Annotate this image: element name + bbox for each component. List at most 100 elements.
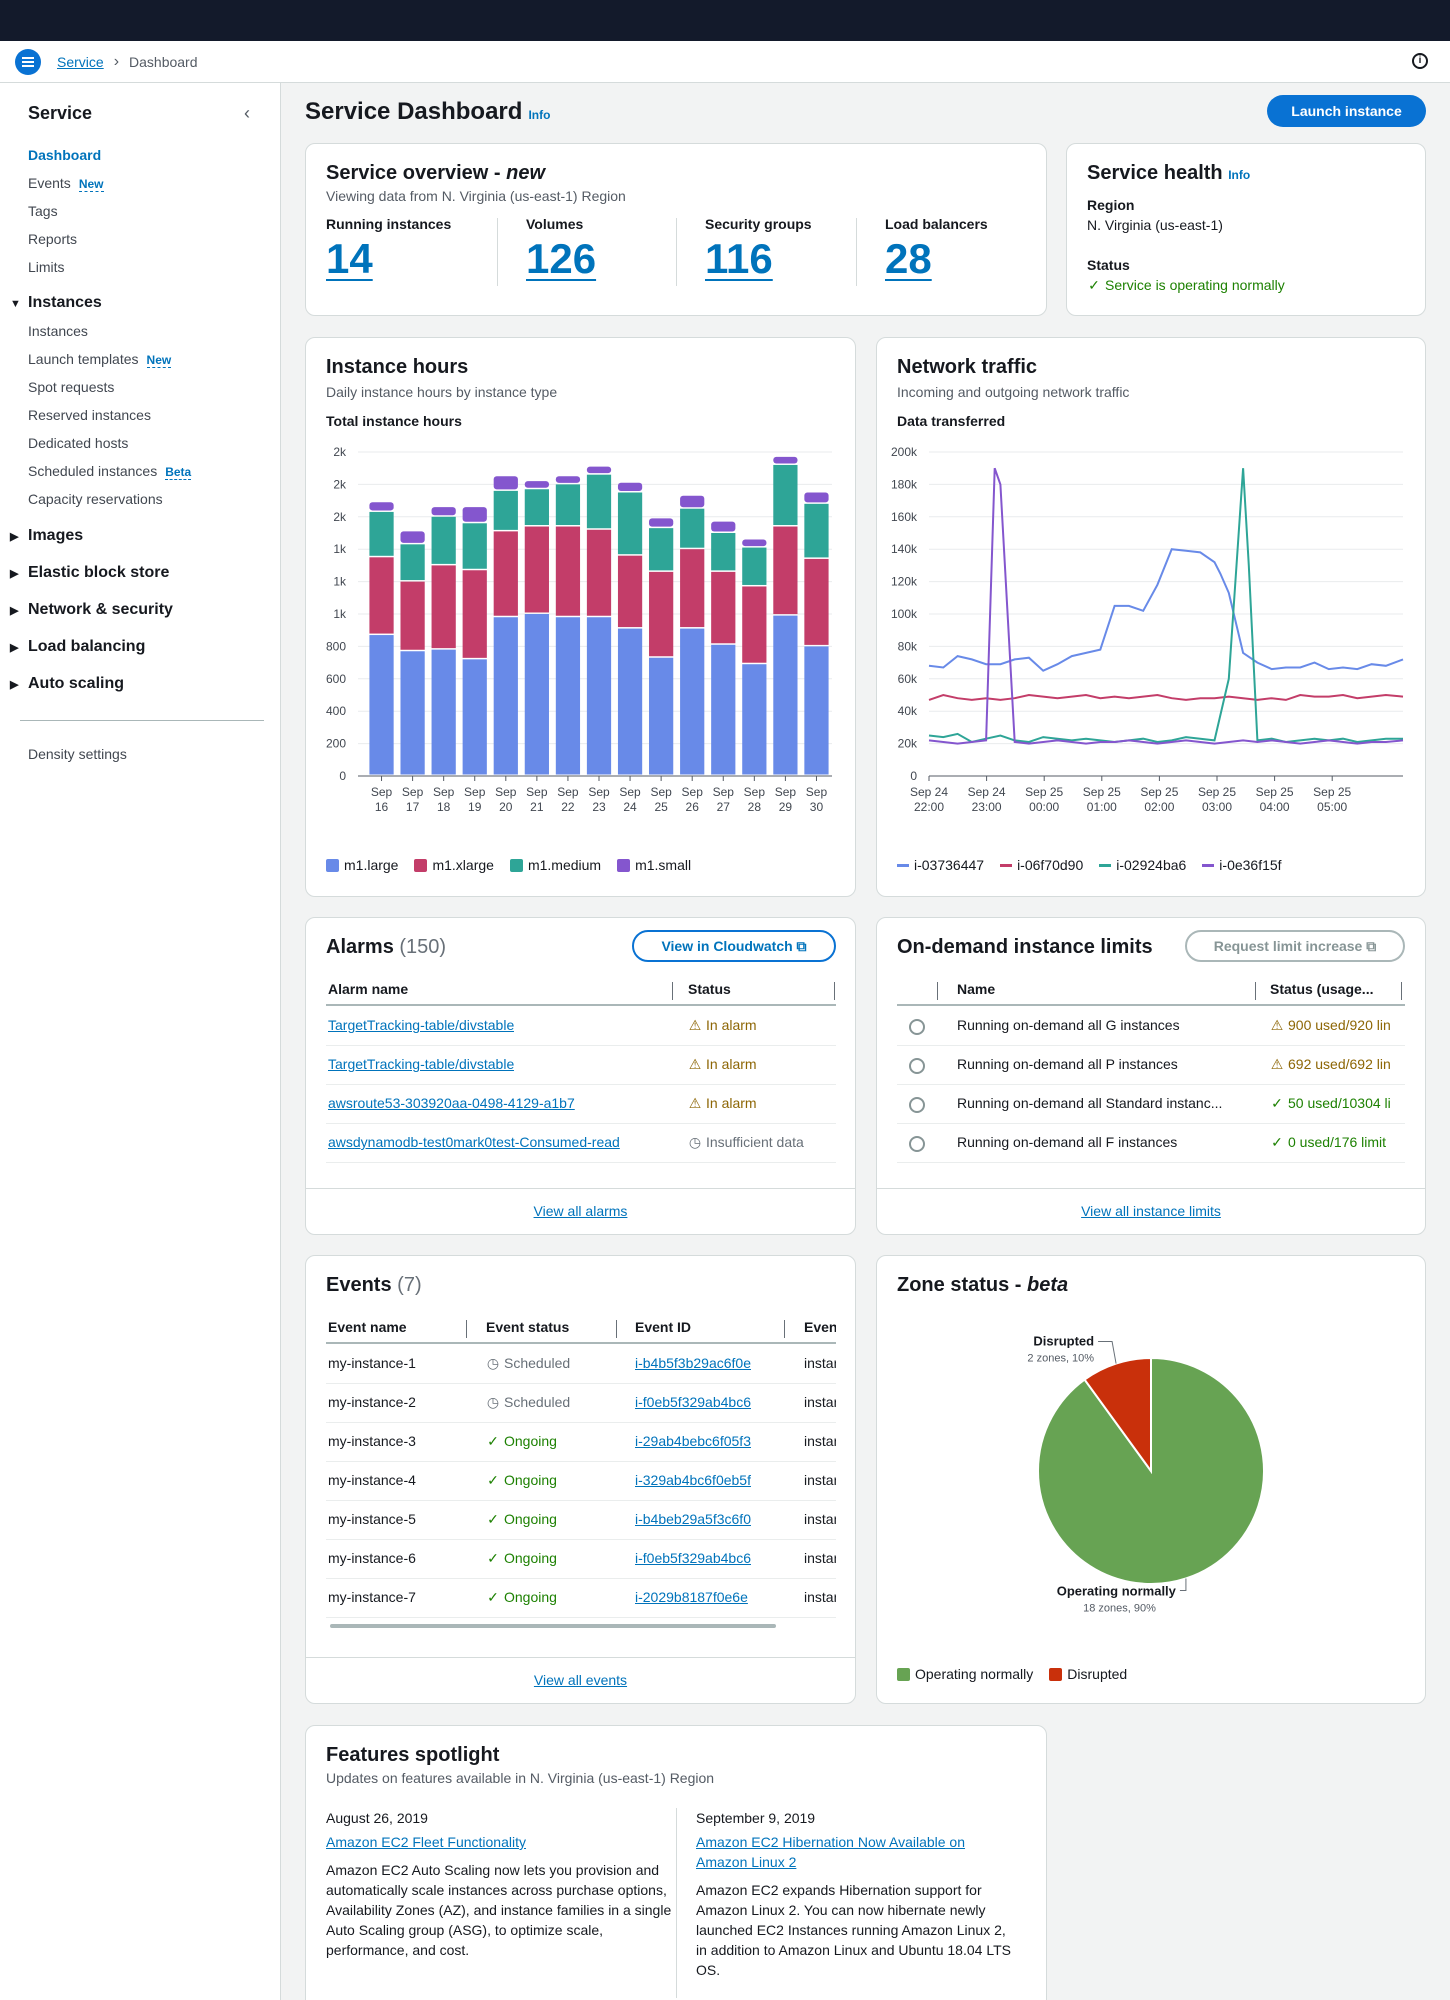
bar-segment-m1.small[interactable] xyxy=(804,492,829,503)
alarm-name-link[interactable]: awsroute53-303920aa-0498-4129-a1b7 xyxy=(328,1095,575,1111)
pie-slice-disrupted[interactable] xyxy=(1083,1356,1152,1475)
sidebar-item-limits[interactable]: Limits xyxy=(28,259,65,275)
bar-segment-m1.xlarge[interactable] xyxy=(555,526,581,616)
view-all-events-link[interactable]: View all events xyxy=(533,1672,628,1688)
bar-segment-m1.large[interactable] xyxy=(773,615,798,775)
bar-segment-m1.xlarge[interactable] xyxy=(400,581,425,650)
legend-item-disrupted[interactable]: Disrupted xyxy=(1049,1666,1127,1682)
bar-segment-m1.small[interactable] xyxy=(524,481,549,488)
event-id-link[interactable]: i-b4beb29a5f3c6f0 xyxy=(635,1511,751,1527)
metric-value-link[interactable]: 116 xyxy=(705,235,773,282)
pie-slice-operating-normally[interactable] xyxy=(1037,1356,1265,1585)
sidebar-section-network-security[interactable]: ▶ Network & security xyxy=(10,601,173,619)
column-header-status[interactable]: Status (usage... xyxy=(1270,981,1374,997)
chevron-left-icon[interactable]: ‹ xyxy=(244,103,250,123)
bar-segment-m1.xlarge[interactable] xyxy=(680,549,705,628)
breadcrumb-service-link[interactable]: Service xyxy=(57,54,104,70)
bar-segment-m1.xlarge[interactable] xyxy=(773,526,798,615)
alarm-name-link[interactable]: awsdynamodb-test0mark0test-Consumed-read xyxy=(328,1134,620,1150)
row-select-radio[interactable] xyxy=(909,1136,925,1152)
column-header-event-type[interactable]: Event t xyxy=(804,1319,836,1335)
bar-segment-m1.large[interactable] xyxy=(711,644,736,775)
bar-segment-m1.large[interactable] xyxy=(555,617,581,775)
bar-segment-m1.medium[interactable] xyxy=(555,484,581,526)
row-select-radio[interactable] xyxy=(909,1097,925,1113)
bar-segment-m1.large[interactable] xyxy=(617,628,643,775)
sidebar-section-load-balancing[interactable]: ▶ Load balancing xyxy=(10,638,145,656)
legend-item-m1.medium[interactable]: m1.medium xyxy=(509,857,601,873)
bar-segment-m1.medium[interactable] xyxy=(773,464,798,526)
bar-segment-m1.large[interactable] xyxy=(586,617,612,775)
column-header-event-name[interactable]: Event name xyxy=(328,1319,407,1335)
bar-segment-m1.small[interactable] xyxy=(680,495,705,508)
bar-segment-m1.medium[interactable] xyxy=(369,511,394,556)
feature-link[interactable]: Amazon EC2 Fleet Functionality xyxy=(326,1834,526,1850)
metric-value-link[interactable]: 126 xyxy=(526,235,597,282)
bar-segment-m1.xlarge[interactable] xyxy=(804,558,829,645)
sidebar-item-spot-requests[interactable]: Spot requests xyxy=(28,379,114,395)
menu-icon[interactable] xyxy=(15,49,41,75)
bar-segment-m1.xlarge[interactable] xyxy=(711,571,736,644)
bar-segment-m1.small[interactable] xyxy=(711,521,736,532)
bar-segment-m1.medium[interactable] xyxy=(400,544,425,581)
sidebar-section-images[interactable]: ▶ Images xyxy=(10,527,83,545)
bar-segment-m1.large[interactable] xyxy=(493,617,518,775)
bar-segment-m1.large[interactable] xyxy=(400,651,425,775)
sidebar-item-instances[interactable]: Instances xyxy=(28,323,88,339)
bar-segment-m1.xlarge[interactable] xyxy=(431,565,456,649)
event-id-link[interactable]: i-b4b5f3b29ac6f0e xyxy=(635,1355,751,1371)
column-header-event-status[interactable]: Event status xyxy=(486,1319,570,1335)
bar-segment-m1.large[interactable] xyxy=(649,657,674,775)
sidebar-item-tags[interactable]: Tags xyxy=(28,203,58,219)
bar-segment-m1.xlarge[interactable] xyxy=(742,586,767,663)
alarm-name-link[interactable]: TargetTracking-table/divstable xyxy=(328,1056,515,1072)
info-icon[interactable]: i xyxy=(1412,53,1428,69)
bar-segment-m1.large[interactable] xyxy=(431,649,456,775)
series-line-i-06f70d90[interactable] xyxy=(928,693,1404,701)
bar-segment-m1.xlarge[interactable] xyxy=(462,570,487,658)
sidebar-item-capacity-reservations[interactable]: Capacity reservations xyxy=(28,491,163,507)
metric-value-link[interactable]: 28 xyxy=(885,235,932,282)
sidebar-section-auto-scaling[interactable]: ▶ Auto scaling xyxy=(10,675,124,693)
legend-item-i-02924ba6[interactable]: i-02924ba6 xyxy=(1099,857,1186,873)
bar-segment-m1.small[interactable] xyxy=(586,466,612,474)
metric-value-link[interactable]: 14 xyxy=(326,235,373,282)
bar-segment-m1.large[interactable] xyxy=(462,659,487,775)
legend-item-i-06f70d90[interactable]: i-06f70d90 xyxy=(1000,857,1083,873)
column-header-alarm-name[interactable]: Alarm name xyxy=(328,981,409,997)
alarm-name-link[interactable]: TargetTracking-table/divstable xyxy=(328,1017,515,1033)
info-link[interactable]: Info xyxy=(528,108,551,122)
event-id-link[interactable]: i-29ab4bebc6f05f3 xyxy=(635,1433,751,1449)
legend-item-m1.large[interactable]: m1.large xyxy=(326,857,398,873)
column-header-event-id[interactable]: Event ID xyxy=(635,1319,692,1335)
bar-segment-m1.small[interactable] xyxy=(431,507,456,516)
launch-instance-button[interactable]: Launch instance xyxy=(1267,95,1426,127)
bar-segment-m1.large[interactable] xyxy=(524,614,549,775)
legend-item-i-0e36f15f[interactable]: i-0e36f15f xyxy=(1202,857,1282,873)
view-in-cloudwatch-button[interactable]: View in Cloudwatch ⧉ xyxy=(632,930,836,962)
bar-segment-m1.xlarge[interactable] xyxy=(649,571,674,657)
event-id-link[interactable]: i-2029b8187f0e6e xyxy=(635,1589,748,1605)
bar-segment-m1.small[interactable] xyxy=(617,482,643,491)
bar-segment-m1.medium[interactable] xyxy=(680,508,705,548)
row-select-radio[interactable] xyxy=(909,1019,925,1035)
bar-segment-m1.medium[interactable] xyxy=(493,490,518,530)
event-id-link[interactable]: i-f0eb5f329ab4bc6 xyxy=(635,1394,751,1410)
density-settings-link[interactable]: Density settings xyxy=(28,746,127,762)
sidebar-item-launch-templates[interactable]: Launch templates New xyxy=(28,351,172,368)
legend-item-i-03736447[interactable]: i-03736447 xyxy=(897,857,984,873)
sidebar-section-elastic-block-store[interactable]: ▶ Elastic block store xyxy=(10,564,169,582)
column-header-name[interactable]: Name xyxy=(957,981,996,997)
event-id-link[interactable]: i-f0eb5f329ab4bc6 xyxy=(635,1550,751,1566)
bar-segment-m1.small[interactable] xyxy=(649,518,674,527)
bar-segment-m1.medium[interactable] xyxy=(649,528,674,571)
bar-segment-m1.small[interactable] xyxy=(369,502,394,511)
bar-segment-m1.xlarge[interactable] xyxy=(493,531,518,616)
row-select-radio[interactable] xyxy=(909,1058,925,1074)
sidebar-item-dedicated-hosts[interactable]: Dedicated hosts xyxy=(28,435,128,451)
bar-segment-m1.medium[interactable] xyxy=(462,523,487,569)
events-table-scrollbar[interactable] xyxy=(330,1624,776,1628)
series-line-i-02924ba6[interactable] xyxy=(928,468,1403,744)
bar-segment-m1.medium[interactable] xyxy=(742,547,767,585)
bar-segment-m1.large[interactable] xyxy=(369,635,394,775)
